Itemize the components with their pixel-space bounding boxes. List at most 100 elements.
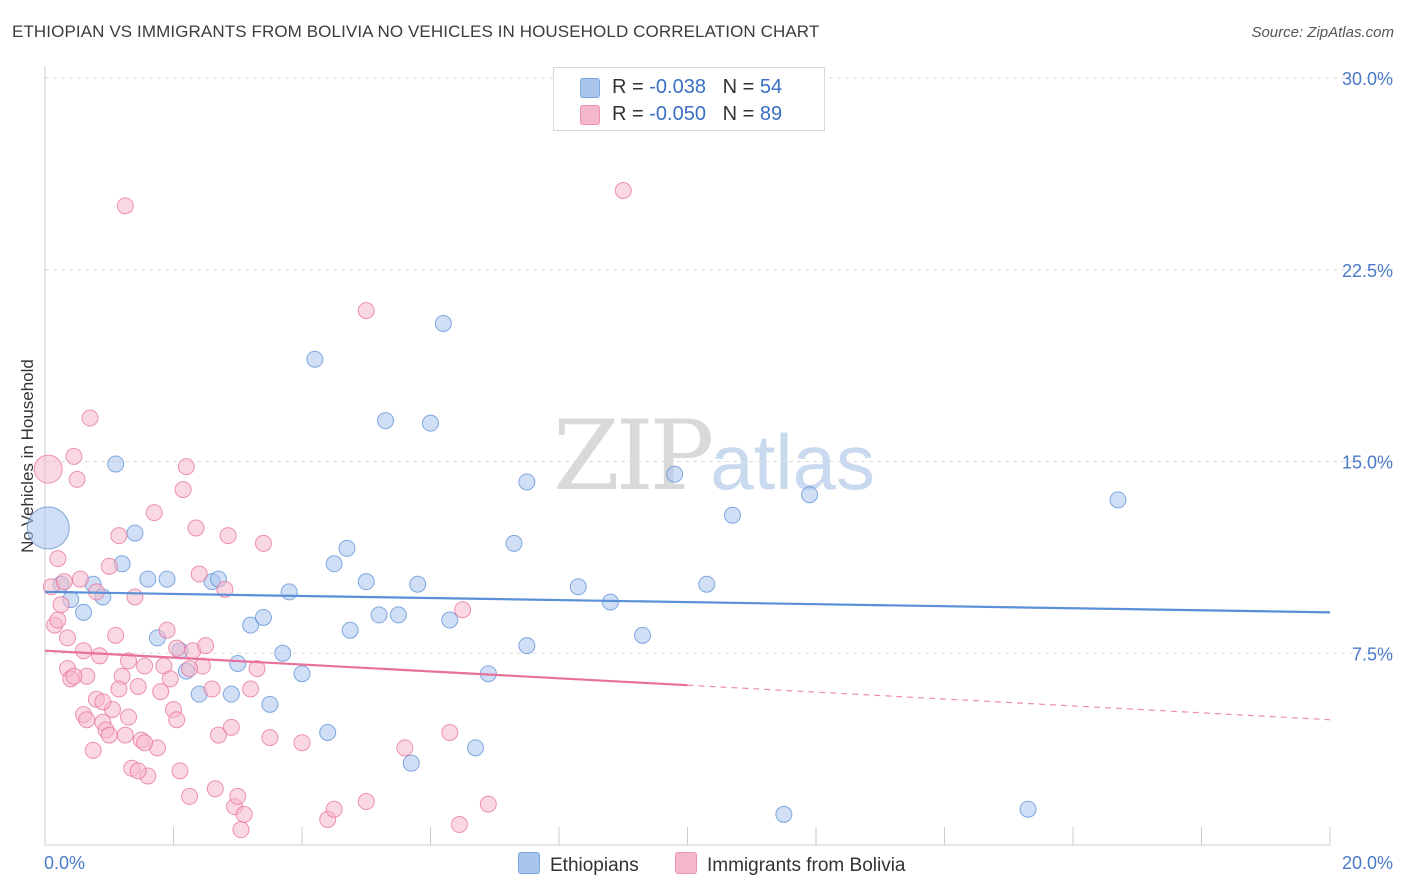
point-bolivia (261, 729, 279, 747)
point-bolivia (65, 667, 83, 685)
point-ethiopians (357, 573, 375, 591)
point-ethiopians (325, 555, 343, 573)
point-ethiopians (518, 637, 536, 655)
point-bolivia (357, 793, 375, 811)
point-bolivia (94, 693, 112, 711)
point-ethiopians (338, 539, 356, 557)
point-ethiopians (1019, 800, 1037, 818)
point-bolivia (293, 734, 311, 752)
point-bolivia (197, 637, 215, 655)
point-ethiopians (1109, 491, 1127, 509)
point-ethiopians (422, 414, 439, 432)
correlation-legend: R = -0.038 N = 54 R = -0.050 N = 89 (553, 67, 825, 131)
point-bolivia (129, 762, 147, 780)
y-tick-label: 22.5% (1342, 261, 1393, 281)
point-ethiopians (341, 621, 359, 639)
point-ethiopians (505, 534, 523, 552)
point-bolivia (152, 683, 170, 701)
legend-text-bolivia: R = -0.050 N = 89 (612, 103, 782, 126)
point-bolivia (254, 534, 272, 552)
point-bolivia (357, 302, 375, 320)
legend-n-value: 54 (759, 76, 783, 98)
point-ethiopians (107, 455, 125, 473)
chart-source: Source: ZipAtlas.com (1251, 24, 1394, 41)
point-bolivia (216, 580, 234, 598)
point-bolivia (107, 626, 125, 644)
point-bolivia (58, 629, 76, 647)
point-bolivia (450, 816, 468, 834)
point-bolivia (187, 519, 205, 537)
point-ethiopians (601, 593, 619, 611)
point-bolivia (110, 680, 128, 698)
point-ethiopians (434, 314, 452, 332)
point-ethiopians (370, 606, 388, 624)
trend-lines (44, 590, 1331, 721)
point-bolivia (65, 447, 83, 465)
point-ethiopians (139, 570, 157, 588)
legend-r-label: R = (612, 103, 650, 125)
point-bolivia (100, 726, 118, 744)
point-bolivia (136, 657, 154, 675)
point-ethiopians (666, 465, 684, 483)
point-bolivia (209, 726, 227, 744)
point-bolivia (75, 642, 93, 660)
y-tick-label: 7.5% (1352, 644, 1393, 664)
point-ethiopians (75, 603, 93, 621)
point-bolivia (55, 573, 73, 591)
point-bolivia (171, 762, 189, 780)
point-ethiopians (261, 695, 279, 713)
y-tick-label: 15.0% (1342, 453, 1393, 473)
point-bolivia (219, 527, 237, 545)
legend-r-value: -0.050 (649, 103, 706, 125)
point-bolivia (229, 787, 247, 805)
point-bolivia (203, 680, 221, 698)
point-bolivia (206, 780, 224, 798)
point-ethiopians (569, 578, 587, 596)
point-bolivia (126, 588, 144, 606)
point-ethiopians (389, 606, 407, 624)
point-bolivia (190, 565, 208, 583)
watermark-zip: ZIP (553, 400, 714, 512)
point-bolivia (110, 527, 128, 545)
point-bolivia (78, 711, 96, 729)
x-tick-label: 20.0% (1342, 853, 1393, 873)
point-bolivia (168, 639, 186, 657)
bottom-legend-swatch-ethiopians (518, 852, 540, 874)
point-bolivia (479, 795, 497, 813)
legend-r-value: -0.038 (649, 76, 706, 98)
point-ethiopians (377, 412, 395, 430)
point-ethiopians (723, 506, 741, 524)
bottom-legend-label-bolivia: Immigrants from Bolivia (707, 855, 906, 876)
point-bolivia (52, 596, 70, 614)
point-bolivia (441, 724, 459, 742)
point-bolivia (91, 647, 109, 665)
point-bolivia (181, 660, 199, 678)
point-ethiopians (634, 626, 652, 644)
point-bolivia (177, 458, 195, 476)
point-ethiopians (274, 644, 292, 662)
point-ethiopians (801, 486, 819, 504)
legend-n-label: N = (722, 103, 760, 125)
bottom-legend-label-ethiopians: Ethiopians (550, 855, 639, 876)
point-ethiopians (306, 350, 324, 368)
legend-swatch-bolivia (580, 105, 600, 125)
point-bolivia (235, 805, 253, 823)
point-bolivia (49, 550, 67, 568)
y-tick-label: 30.0% (1342, 69, 1393, 89)
point-bolivia (136, 734, 154, 752)
point-bolivia (325, 800, 343, 818)
point-ethiopians (409, 575, 427, 593)
point-ethiopians (222, 685, 240, 703)
point-ethiopians (254, 608, 272, 626)
point-bolivia (100, 557, 118, 575)
point-ethiopians (280, 583, 298, 601)
point-bolivia (614, 181, 632, 199)
point-ethiopians (229, 654, 247, 672)
bottom-legend-swatch-bolivia (675, 852, 697, 874)
point-ethiopians (441, 611, 459, 629)
trend-line-ethiopians (44, 590, 1331, 614)
data-points (26, 181, 1127, 839)
point-bolivia (129, 677, 147, 695)
point-ethiopians (26, 506, 70, 550)
legend-swatch-ethiopians (580, 78, 600, 98)
